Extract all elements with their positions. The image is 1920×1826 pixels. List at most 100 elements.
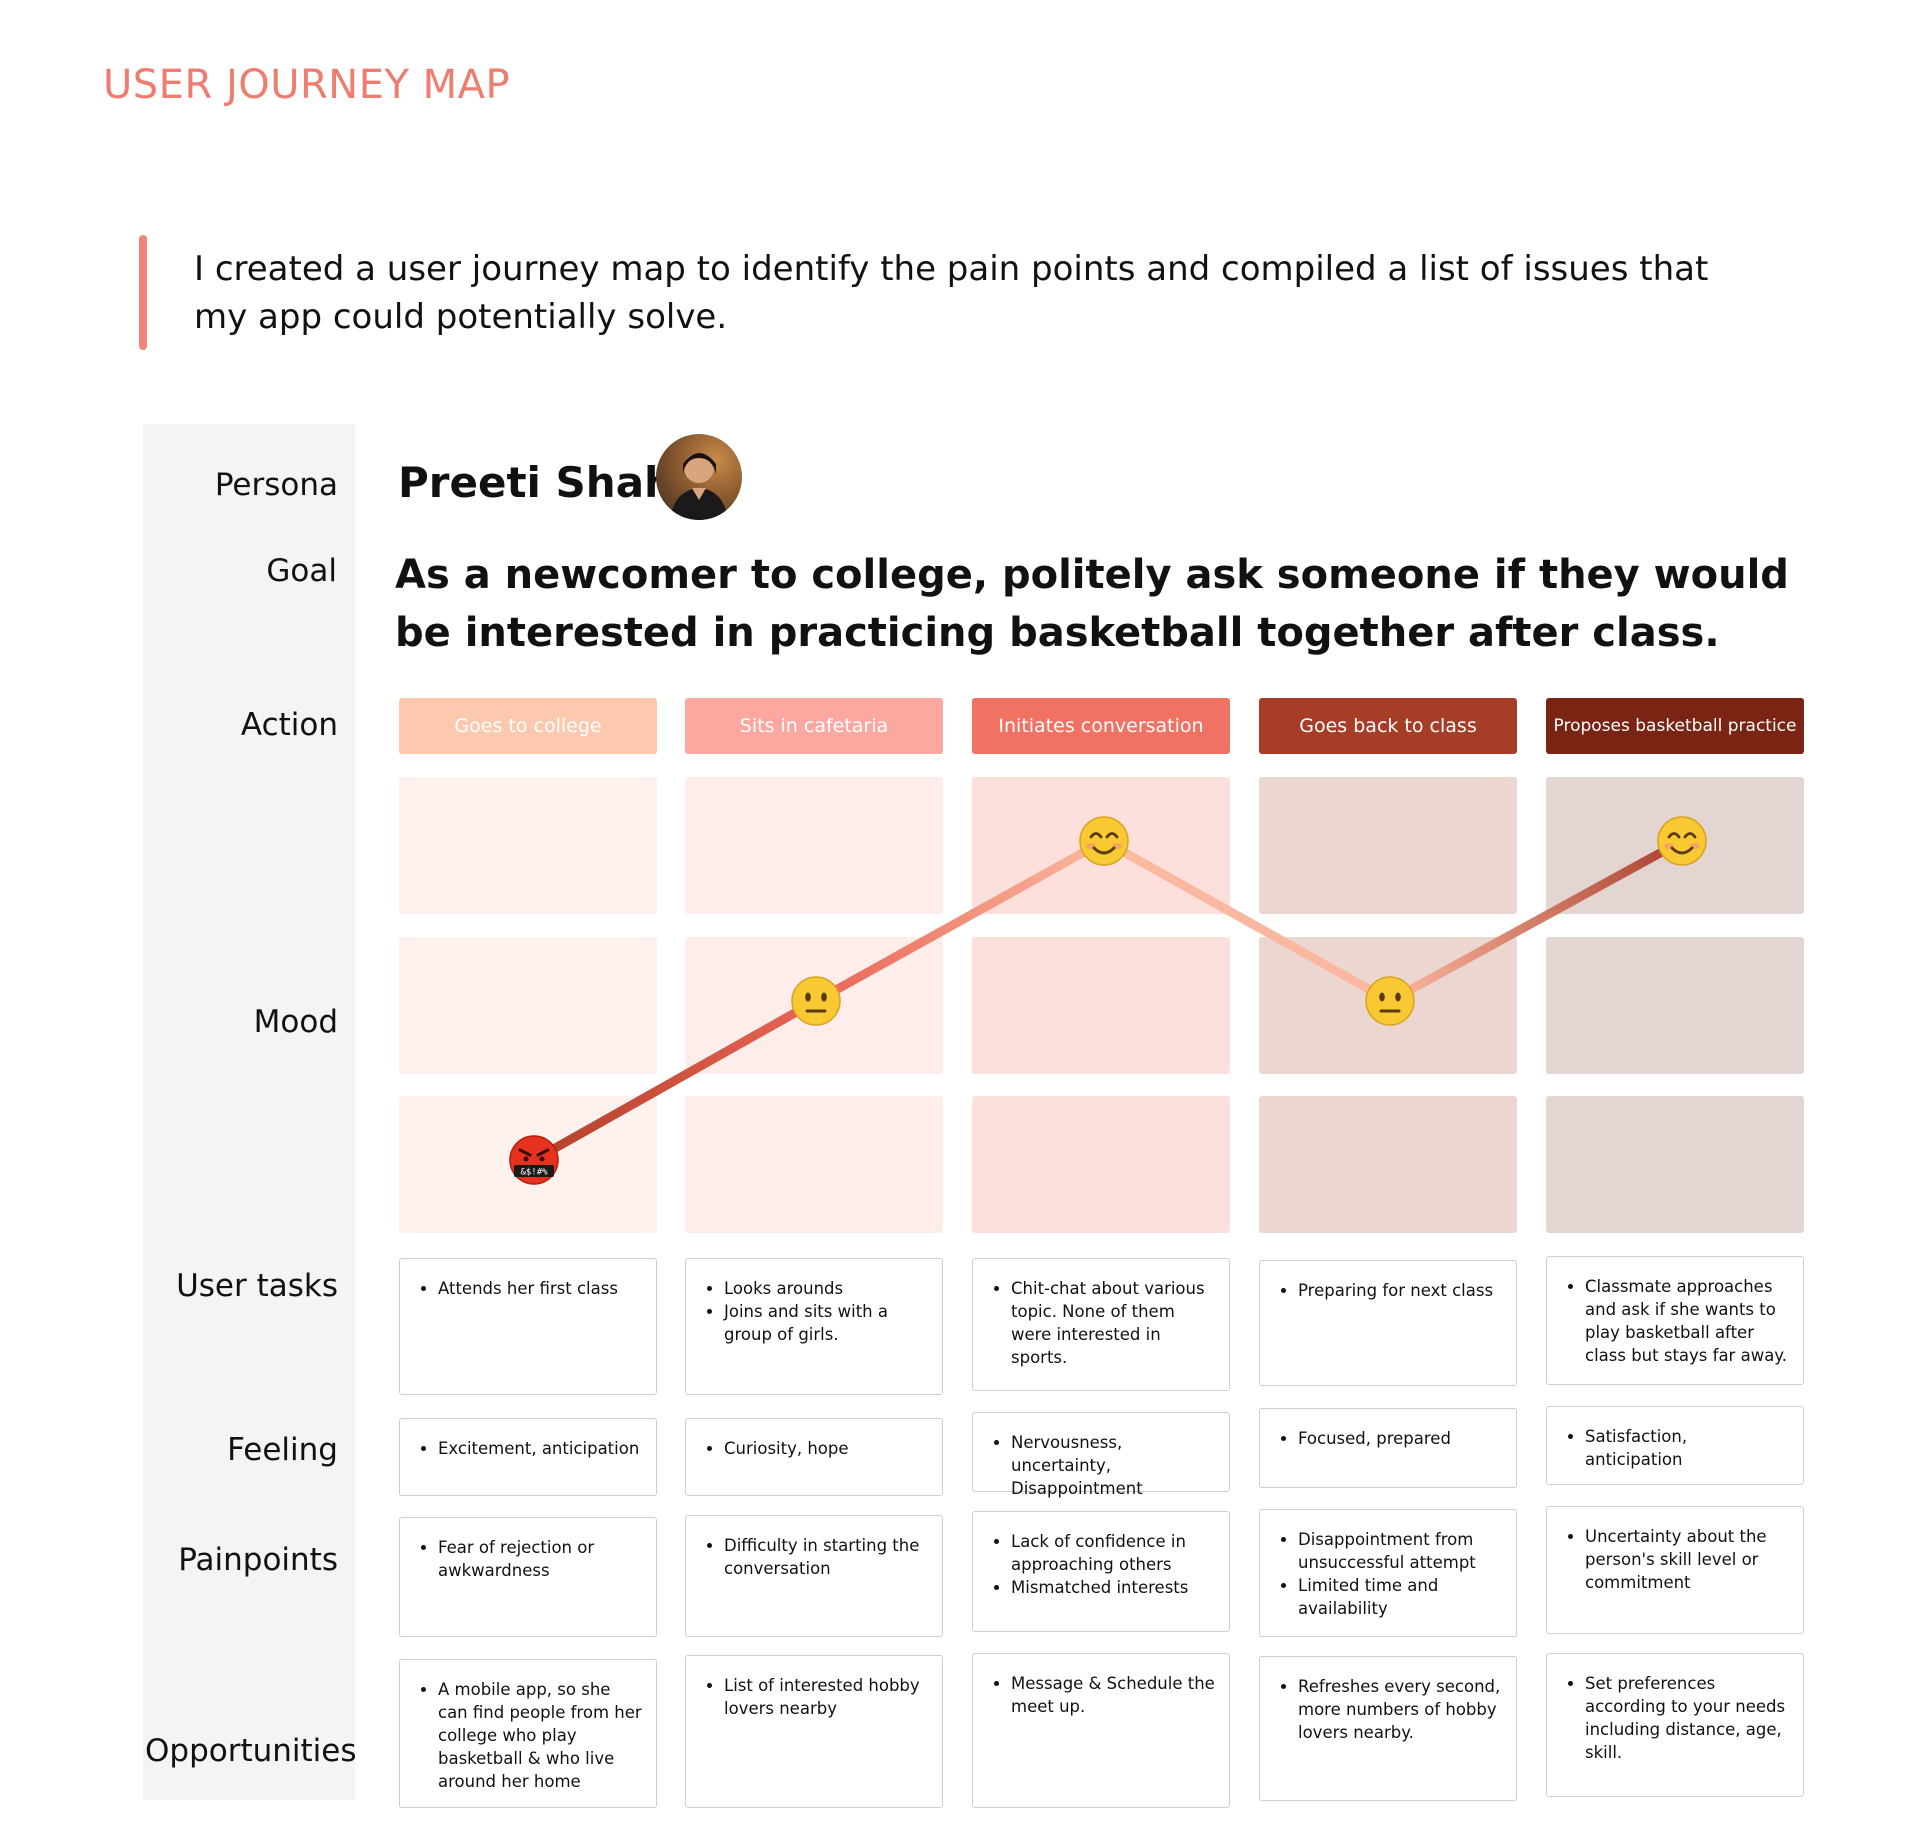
opportunity-card-item: List of interested hobby lovers nearby <box>724 1674 928 1720</box>
label-persona: Persona <box>214 467 338 503</box>
label-action: Action <box>240 707 338 743</box>
feeling-card-list: Satisfaction, anticipation <box>1561 1425 1789 1471</box>
feeling-card-item: Focused, prepared <box>1298 1427 1502 1450</box>
svg-text:&$!#%: &$!#% <box>520 1168 548 1178</box>
mood-cell <box>1259 777 1517 914</box>
feeling-card-list: Curiosity, hope <box>700 1437 928 1460</box>
user-task-card: Preparing for next class <box>1259 1260 1517 1386</box>
user-task-card-list: Looks aroundsJoins and sits with a group… <box>700 1277 928 1346</box>
feeling-card-item: Satisfaction, anticipation <box>1585 1425 1789 1471</box>
feeling-card-item: Curiosity, hope <box>724 1437 928 1460</box>
painpoint-card-list: Uncertainty about the person's skill lev… <box>1561 1525 1789 1594</box>
action-pill-5: Proposes basketball practice <box>1546 698 1804 754</box>
opportunity-card-list: Message & Schedule the meet up. <box>987 1672 1215 1718</box>
opportunity-card: Set preferences according to your needs … <box>1546 1653 1804 1797</box>
mood-cell <box>972 937 1230 1074</box>
mood-line-segment <box>1385 836 1687 1006</box>
painpoint-card-item: Mismatched interests <box>1011 1576 1215 1599</box>
opportunity-card-list: A mobile app, so she can find people fro… <box>414 1678 642 1793</box>
painpoint-card: Disappointment from unsuccessful attempt… <box>1259 1509 1517 1637</box>
mood-line-segment <box>811 836 1109 1006</box>
painpoint-card: Uncertainty about the person's skill lev… <box>1546 1506 1804 1634</box>
opportunity-card-list: Refreshes every second, more numbers of … <box>1274 1675 1502 1744</box>
feeling-card-list: Focused, prepared <box>1274 1427 1502 1450</box>
persona-name: Preeti Shah <box>398 458 674 507</box>
painpoint-card-list: Disappointment from unsuccessful attempt… <box>1274 1528 1502 1620</box>
opportunity-card-item: Set preferences according to your needs … <box>1585 1672 1789 1764</box>
user-task-card: Chit-chat about various topic. None of t… <box>972 1258 1230 1391</box>
painpoint-card-item: Lack of confidence in approaching others <box>1011 1530 1215 1576</box>
opportunity-card-list: Set preferences according to your needs … <box>1561 1672 1789 1764</box>
mood-cell <box>399 937 657 1074</box>
mood-cell <box>1259 1096 1517 1233</box>
opportunity-card-list: List of interested hobby lovers nearby <box>700 1674 928 1720</box>
feeling-card: Satisfaction, anticipation <box>1546 1406 1804 1485</box>
label-mood: Mood <box>253 1004 338 1040</box>
painpoint-card-item: Disappointment from unsuccessful attempt <box>1298 1528 1502 1574</box>
label-goal: Goal <box>266 553 337 589</box>
goal-text: As a newcomer to college, politely ask s… <box>395 552 1789 656</box>
smiling-face-icon <box>1079 816 1129 866</box>
user-task-card: Looks aroundsJoins and sits with a group… <box>685 1258 943 1395</box>
persona-avatar <box>656 434 742 520</box>
label-user-tasks: User tasks <box>176 1268 338 1304</box>
mood-cell <box>399 777 657 914</box>
neutral-face-icon <box>1365 976 1415 1026</box>
opportunity-card: List of interested hobby lovers nearby <box>685 1655 943 1808</box>
smiling-face-icon <box>1657 816 1707 866</box>
user-task-card-item: Attends her first class <box>438 1277 642 1300</box>
quote-accent-bar <box>139 235 147 350</box>
label-painpoints: Painpoints <box>178 1542 338 1578</box>
mood-cell <box>1546 1096 1804 1233</box>
user-task-card-list: Attends her first class <box>414 1277 642 1300</box>
user-task-card: Attends her first class <box>399 1258 657 1395</box>
painpoint-card: Difficulty in starting the conversation <box>685 1515 943 1637</box>
user-task-card-list: Chit-chat about various topic. None of t… <box>987 1277 1215 1369</box>
user-task-card-item: Classmate approaches and ask if she want… <box>1585 1275 1789 1367</box>
label-feeling: Feeling <box>227 1432 338 1468</box>
painpoint-card: Fear of rejection or awkwardness <box>399 1517 657 1637</box>
mood-line-segment <box>1099 836 1395 1006</box>
feeling-card: Focused, prepared <box>1259 1408 1517 1488</box>
painpoint-card-item: Limited time and availability <box>1298 1574 1502 1620</box>
persona-photo-icon <box>670 453 728 520</box>
painpoint-card-list: Lack of confidence in approaching others… <box>987 1530 1215 1599</box>
feeling-card-item: Nervousness, uncertainty, Disappointment <box>1011 1431 1215 1500</box>
action-pill-1: Goes to college <box>399 698 657 754</box>
feeling-card-item: Excitement, anticipation <box>438 1437 642 1460</box>
user-task-card-item: Chit-chat about various topic. None of t… <box>1011 1277 1215 1369</box>
label-opportunities: Opportunities <box>145 1733 357 1769</box>
action-pill-2: Sits in cafetaria <box>685 698 943 754</box>
neutral-face-icon <box>791 976 841 1026</box>
row-label-column <box>143 424 355 1800</box>
mood-cell <box>1546 937 1804 1074</box>
user-task-card-item: Looks arounds <box>724 1277 928 1300</box>
feeling-card: Excitement, anticipation <box>399 1418 657 1496</box>
feeling-card-list: Nervousness, uncertainty, Disappointment <box>987 1431 1215 1500</box>
user-task-card-list: Preparing for next class <box>1274 1279 1502 1302</box>
painpoint-card-item: Difficulty in starting the conversation <box>724 1534 928 1580</box>
opportunity-card: Message & Schedule the meet up. <box>972 1653 1230 1808</box>
feeling-card: Curiosity, hope <box>685 1418 943 1496</box>
user-task-card-item: Preparing for next class <box>1298 1279 1502 1302</box>
user-task-card-list: Classmate approaches and ask if she want… <box>1561 1275 1789 1367</box>
action-pill-3: Initiates conversation <box>972 698 1230 754</box>
user-task-card: Classmate approaches and ask if she want… <box>1546 1256 1804 1385</box>
mood-cell <box>685 1096 943 1233</box>
painpoint-card-list: Fear of rejection or awkwardness <box>414 1536 642 1582</box>
opportunity-card-item: Message & Schedule the meet up. <box>1011 1672 1215 1718</box>
opportunity-card: Refreshes every second, more numbers of … <box>1259 1656 1517 1801</box>
opportunity-card: A mobile app, so she can find people fro… <box>399 1659 657 1808</box>
mood-line-segment <box>529 996 821 1165</box>
user-task-card-item: Joins and sits with a group of girls. <box>724 1300 928 1346</box>
action-pill-4: Goes back to class <box>1259 698 1517 754</box>
feeling-card: Nervousness, uncertainty, Disappointment <box>972 1412 1230 1498</box>
painpoint-card-item: Uncertainty about the person's skill lev… <box>1585 1525 1789 1594</box>
painpoint-card-list: Difficulty in starting the conversation <box>700 1534 928 1580</box>
intro-text: I created a user journey map to identify… <box>194 249 1709 337</box>
page-title: USER JOURNEY MAP <box>103 62 511 108</box>
mood-cell <box>972 1096 1230 1233</box>
angry-swearing-face-icon: &$!#% <box>509 1135 559 1185</box>
painpoint-card-item: Fear of rejection or awkwardness <box>438 1536 642 1582</box>
